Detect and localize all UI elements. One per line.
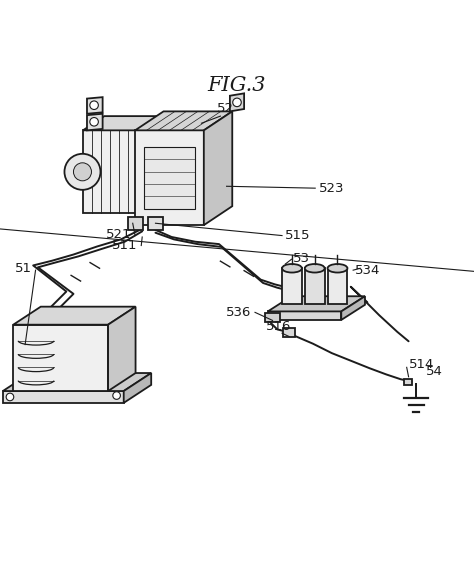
Polygon shape (128, 217, 143, 230)
Polygon shape (87, 97, 102, 114)
Circle shape (233, 98, 241, 107)
Polygon shape (135, 131, 204, 225)
Polygon shape (83, 116, 159, 131)
Polygon shape (341, 296, 365, 320)
Circle shape (90, 101, 99, 110)
Polygon shape (13, 307, 136, 325)
Text: 515: 515 (285, 229, 311, 242)
Text: 521: 521 (106, 228, 132, 241)
Polygon shape (148, 217, 163, 230)
Polygon shape (83, 131, 137, 213)
Polygon shape (204, 111, 232, 225)
Circle shape (73, 163, 91, 181)
Text: 52: 52 (217, 102, 234, 115)
Polygon shape (3, 373, 151, 391)
Circle shape (90, 118, 99, 126)
Polygon shape (108, 307, 136, 391)
Text: 534: 534 (355, 264, 380, 277)
Polygon shape (135, 111, 232, 131)
Ellipse shape (305, 264, 325, 272)
Polygon shape (3, 391, 124, 403)
Polygon shape (328, 268, 347, 304)
Polygon shape (282, 268, 302, 304)
Text: 523: 523 (319, 182, 344, 195)
Circle shape (113, 392, 120, 399)
Text: 54: 54 (426, 364, 443, 378)
Text: 53: 53 (293, 252, 310, 265)
Text: 511: 511 (112, 239, 137, 252)
Polygon shape (268, 296, 365, 311)
Text: 536: 536 (226, 306, 251, 319)
Text: 516: 516 (266, 320, 292, 333)
Polygon shape (404, 379, 412, 385)
Polygon shape (230, 93, 244, 111)
Polygon shape (283, 328, 295, 336)
Text: 514: 514 (409, 359, 434, 371)
Polygon shape (87, 114, 102, 131)
Polygon shape (265, 313, 280, 322)
Circle shape (6, 393, 14, 401)
Text: FIG.3: FIG.3 (208, 76, 266, 95)
Ellipse shape (328, 264, 347, 272)
Polygon shape (305, 268, 325, 304)
Text: 51: 51 (15, 262, 32, 275)
Polygon shape (13, 325, 108, 391)
Ellipse shape (282, 264, 302, 272)
Polygon shape (268, 311, 341, 320)
Circle shape (64, 154, 100, 190)
Polygon shape (124, 373, 151, 403)
Polygon shape (144, 147, 195, 209)
Polygon shape (137, 116, 159, 213)
